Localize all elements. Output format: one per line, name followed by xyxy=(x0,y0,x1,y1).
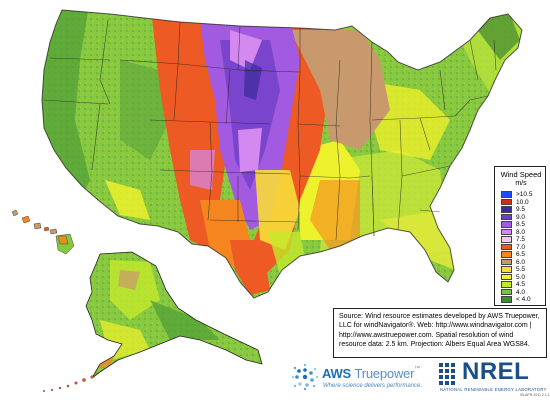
legend-label: 9.0 xyxy=(516,213,526,221)
nrel-brand-name: NREL xyxy=(462,358,530,385)
hawaii-region xyxy=(11,209,75,255)
legend-label: < 4.0 xyxy=(516,296,531,303)
legend-swatch xyxy=(501,213,512,221)
legend-title: Wind Speed xyxy=(500,170,542,179)
legend-label: 9.5 xyxy=(516,206,526,213)
legend-item: 8.0 xyxy=(501,229,525,236)
legend-item: 5.5 xyxy=(501,266,525,273)
legend-swatch xyxy=(501,288,512,296)
legend-swatch xyxy=(501,273,512,281)
nrel-full-name: NATIONAL RENEWABLE ENERGY LABORATORY xyxy=(440,387,547,392)
aws-swirl-icon xyxy=(291,363,319,391)
legend-item: 4.0 xyxy=(501,289,525,296)
aws-brand-name: AWS Truepower™ xyxy=(322,366,420,381)
legend-item: >10.5 xyxy=(501,191,532,198)
legend-swatch xyxy=(501,228,512,236)
legend-label: >10.5 xyxy=(516,191,533,198)
wind-speed-legend: Wind Speed m/s >10.5 10.0 9.5 9.0 8.5 8.0 7.5 7… xyxy=(494,166,546,306)
source-note: Source: Wind resource estimates develope… xyxy=(333,308,547,358)
legend-label: 8.5 xyxy=(516,221,526,228)
legend-item: 7.5 xyxy=(501,236,525,243)
legend-swatch xyxy=(501,236,512,243)
legend-item: 7.0 xyxy=(501,244,525,251)
legend-item: 8.5 xyxy=(501,221,525,228)
legend-label: 6.0 xyxy=(516,258,526,266)
legend-unit: m/s xyxy=(515,180,527,187)
legend-swatch xyxy=(501,296,512,303)
legend-swatch xyxy=(501,221,512,228)
aws-tagline: Where science delivers performance. xyxy=(323,383,423,389)
legend-item: 4.5 xyxy=(501,281,525,288)
aws-truepower-logo: AWS Truepower™ Where science delivers pe… xyxy=(290,362,440,396)
legend-label: 7.0 xyxy=(516,243,526,251)
legend-item: < 4.0 xyxy=(501,296,531,303)
aws-trademark: ™ xyxy=(414,366,421,372)
legend-label: 7.5 xyxy=(516,236,526,243)
legend-swatch xyxy=(501,258,512,266)
legend-item: 9.0 xyxy=(501,214,525,221)
legend-item: 5.0 xyxy=(501,274,525,281)
legend-item: 6.0 xyxy=(501,259,525,266)
legend-swatch xyxy=(501,243,512,251)
legend-item: 10.0 xyxy=(501,199,529,206)
legend-swatch xyxy=(501,251,512,258)
legend-label: 6.5 xyxy=(516,251,526,258)
legend-swatch xyxy=(501,281,512,288)
legend-label: 10.0 xyxy=(516,198,529,206)
legend-swatch xyxy=(501,206,512,213)
legend-swatch xyxy=(501,198,512,206)
legend-item: 6.5 xyxy=(501,251,525,258)
legend-swatch xyxy=(501,191,512,198)
legend-label: 5.0 xyxy=(516,273,526,281)
legend-label: 4.5 xyxy=(516,281,526,288)
nrel-logo: NREL NATIONAL RENEWABLE ENERGY LABORATOR… xyxy=(438,358,548,398)
legend-swatch xyxy=(501,266,512,273)
legend-label: 4.0 xyxy=(516,288,526,296)
source-text: Source: Wind resource estimates develope… xyxy=(339,313,540,349)
legend-label: 5.5 xyxy=(516,266,526,273)
aws-brand: AWS xyxy=(322,366,352,381)
aws-brand-suffix: Truepower xyxy=(354,366,415,381)
legend-item: 9.5 xyxy=(501,206,525,213)
date-stamp: 05-APR-2011 2.1.1 xyxy=(520,393,550,397)
nrel-grid-icon xyxy=(439,363,455,385)
legend-label: 8.0 xyxy=(516,228,526,236)
state-borders xyxy=(41,9,523,299)
